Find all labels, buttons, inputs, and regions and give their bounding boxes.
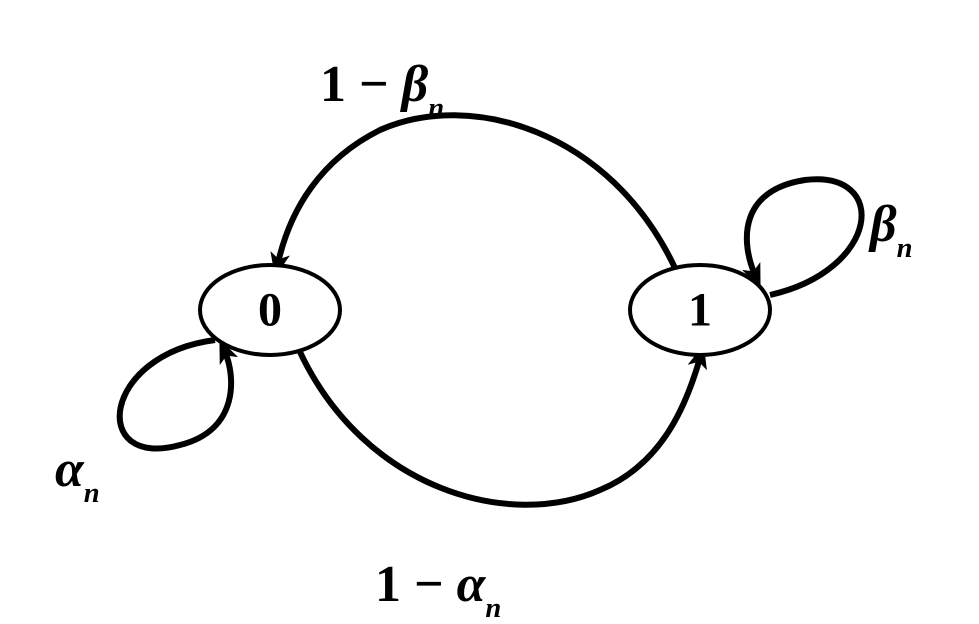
label-self-1: βn — [870, 195, 913, 260]
node-label-state-1: 1 — [688, 284, 712, 337]
edge-edge-1-to-0 — [278, 115, 675, 268]
edge-edge-1-to-1 — [747, 179, 862, 295]
edge-edge-0-to-1 — [300, 352, 700, 505]
edge-edge-0-to-0 — [120, 340, 231, 449]
label-top: 1 − βn — [320, 55, 444, 120]
node-state-0 — [200, 265, 340, 355]
label-self-0: αn — [55, 440, 100, 505]
diagram-svg: 01 — [0, 0, 979, 604]
node-label-state-0: 0 — [258, 284, 282, 337]
node-state-1 — [630, 265, 770, 355]
state-transition-diagram: 01 1 − βn 1 − αn αn βn — [0, 0, 979, 604]
label-bottom: 1 − αn — [375, 555, 501, 620]
